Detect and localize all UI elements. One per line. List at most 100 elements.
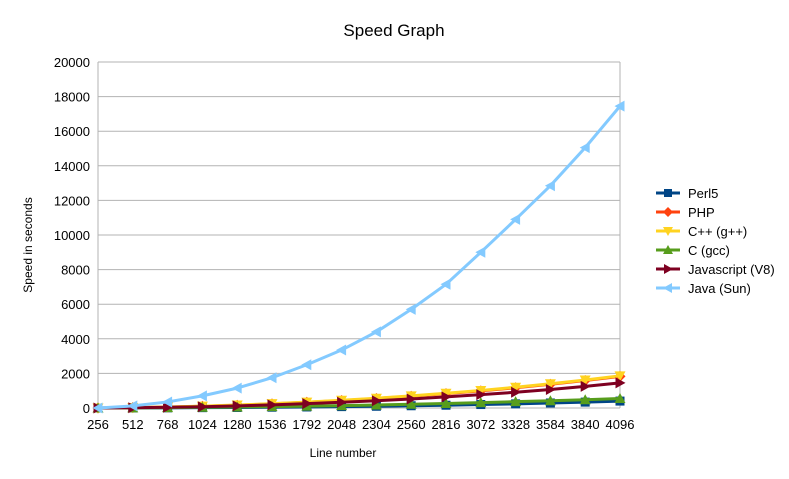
data-point-java-sun-9 (405, 303, 416, 315)
x-tick-label-14: 3840 (571, 417, 600, 432)
data-point-c-gcc-15 (614, 392, 626, 403)
x-tick-label-8: 2304 (362, 417, 391, 432)
legend-label-php: PHP (688, 205, 715, 220)
y-tick-label-7: 14000 (54, 159, 90, 174)
x-tick-label-11: 3072 (466, 417, 495, 432)
y-axis-ticks: 0 2000 4000 6000 8000 10000 12000 14000 16000 180… (54, 55, 90, 416)
legend-swatch-marker-c-gcc (663, 245, 673, 254)
grid-lines (97, 61, 621, 409)
data-point-javascript-v8-12 (511, 386, 522, 398)
y-tick-label-0: 0 (83, 401, 90, 416)
data-point-c-g-15 (614, 371, 626, 382)
data-point-javascript-v8-13 (545, 383, 556, 395)
data-point-c-gcc-9 (405, 398, 417, 409)
x-tick-label-1: 512 (122, 417, 144, 432)
legend-label-perl5: Perl5 (688, 186, 718, 201)
series-java-sun (92, 100, 625, 414)
data-point-java-sun-13 (544, 180, 555, 192)
chart-title: Speed Graph (343, 21, 444, 40)
legend-item-php: PHP (656, 205, 715, 220)
data-point-java-sun-3 (196, 390, 207, 402)
data-point-javascript-v8-5 (267, 399, 278, 411)
data-point-javascript-v8-7 (337, 396, 348, 408)
legend-item-perl5: Perl5 (656, 186, 718, 201)
data-point-c-g-14 (579, 375, 591, 386)
data-point-javascript-v8-3 (197, 401, 208, 413)
legend-swatch-marker-javascript-v8 (664, 264, 673, 274)
x-tick-label-6: 1792 (292, 417, 321, 432)
data-point-java-sun-6 (301, 359, 312, 371)
y-tick-label-1: 2000 (61, 366, 90, 381)
series-group (92, 100, 626, 414)
data-point-c-g-12 (510, 382, 522, 393)
x-tick-label-0: 256 (87, 417, 109, 432)
legend-label-c-gcc: C (gcc) (688, 243, 730, 258)
data-point-java-sun-14 (579, 142, 590, 154)
data-point-javascript-v8-11 (476, 389, 487, 401)
data-point-java-sun-1 (127, 400, 138, 412)
y-tick-label-6: 12000 (54, 193, 90, 208)
x-tick-label-3: 1024 (188, 417, 217, 432)
data-point-javascript-v8-15 (615, 377, 626, 389)
y-tick-label-10: 20000 (54, 55, 90, 70)
data-point-c-g-11 (475, 385, 487, 396)
data-point-c-gcc-10 (440, 398, 452, 409)
data-point-javascript-v8-4 (232, 400, 243, 412)
data-point-java-sun-7 (336, 344, 347, 356)
x-tick-label-9: 2560 (397, 417, 426, 432)
y-axis-label: Speed in seconds (21, 197, 35, 292)
x-tick-label-10: 2816 (432, 417, 461, 432)
series-line-javascript-v8 (97, 381, 621, 410)
data-point-java-sun-15 (614, 100, 625, 112)
legend-item-javascript-v8: Javascript (V8) (656, 262, 775, 277)
y-tick-label-8: 16000 (54, 124, 90, 139)
x-axis-label: Line number (310, 446, 377, 460)
y-tick-label-5: 10000 (54, 228, 90, 243)
legend-label-javascript-v8: Javascript (V8) (688, 262, 775, 277)
legend-swatch-marker-java-sun (663, 283, 672, 293)
data-point-java-sun-0 (92, 402, 103, 414)
data-point-java-sun-11 (475, 246, 486, 258)
y-tick-label-2: 4000 (61, 332, 90, 347)
y-tick-label-9: 18000 (54, 90, 90, 105)
data-point-javascript-v8-14 (580, 380, 591, 392)
data-point-javascript-v8-10 (441, 391, 452, 403)
x-axis-ticks: 256 512 768 1024 1280 1536 1792 2048 2304 2560 281… (87, 417, 634, 432)
legend-swatch-marker-perl5 (664, 189, 672, 197)
data-point-java-sun-5 (266, 372, 277, 384)
data-point-c-gcc-14 (579, 394, 591, 405)
data-point-javascript-v8-2 (163, 401, 174, 413)
data-point-java-sun-4 (231, 382, 242, 394)
y-tick-label-3: 6000 (61, 297, 90, 312)
legend-item-c-g: C++ (g++) (656, 224, 747, 239)
data-point-javascript-v8-6 (302, 398, 313, 410)
x-tick-label-15: 4096 (606, 417, 635, 432)
data-point-c-gcc-12 (510, 396, 522, 407)
x-tick-label-13: 3584 (536, 417, 565, 432)
legend-swatch-marker-c-g (663, 227, 673, 236)
legend-item-c-gcc: C (gcc) (656, 243, 730, 258)
data-point-c-gcc-8 (370, 399, 382, 410)
series-line-java-sun (97, 105, 622, 410)
legend-label-c-g: C++ (g++) (688, 224, 747, 239)
x-tick-label-2: 768 (157, 417, 179, 432)
data-point-c-g-13 (544, 379, 556, 390)
data-point-java-sun-2 (162, 396, 173, 408)
legend-swatch-marker-php (663, 207, 673, 217)
legend-item-java-sun: Java (Sun) (656, 281, 751, 296)
data-point-java-sun-10 (440, 278, 451, 290)
data-point-javascript-v8-9 (406, 393, 417, 405)
x-tick-label-4: 1280 (223, 417, 252, 432)
y-tick-label-4: 8000 (61, 263, 90, 278)
legend-label-java-sun: Java (Sun) (688, 281, 751, 296)
data-point-c-gcc-13 (544, 395, 556, 406)
data-point-c-g-10 (440, 388, 452, 399)
x-tick-label-12: 3328 (501, 417, 530, 432)
legend: Perl5 PHP C++ (g++) C (gcc) Javascript (V8) J… (656, 186, 775, 296)
x-tick-label-7: 2048 (327, 417, 356, 432)
series-javascript-v8 (93, 377, 626, 414)
x-tick-label-5: 1536 (258, 417, 287, 432)
data-point-c-gcc-11 (475, 397, 487, 408)
data-point-javascript-v8-8 (371, 395, 382, 407)
